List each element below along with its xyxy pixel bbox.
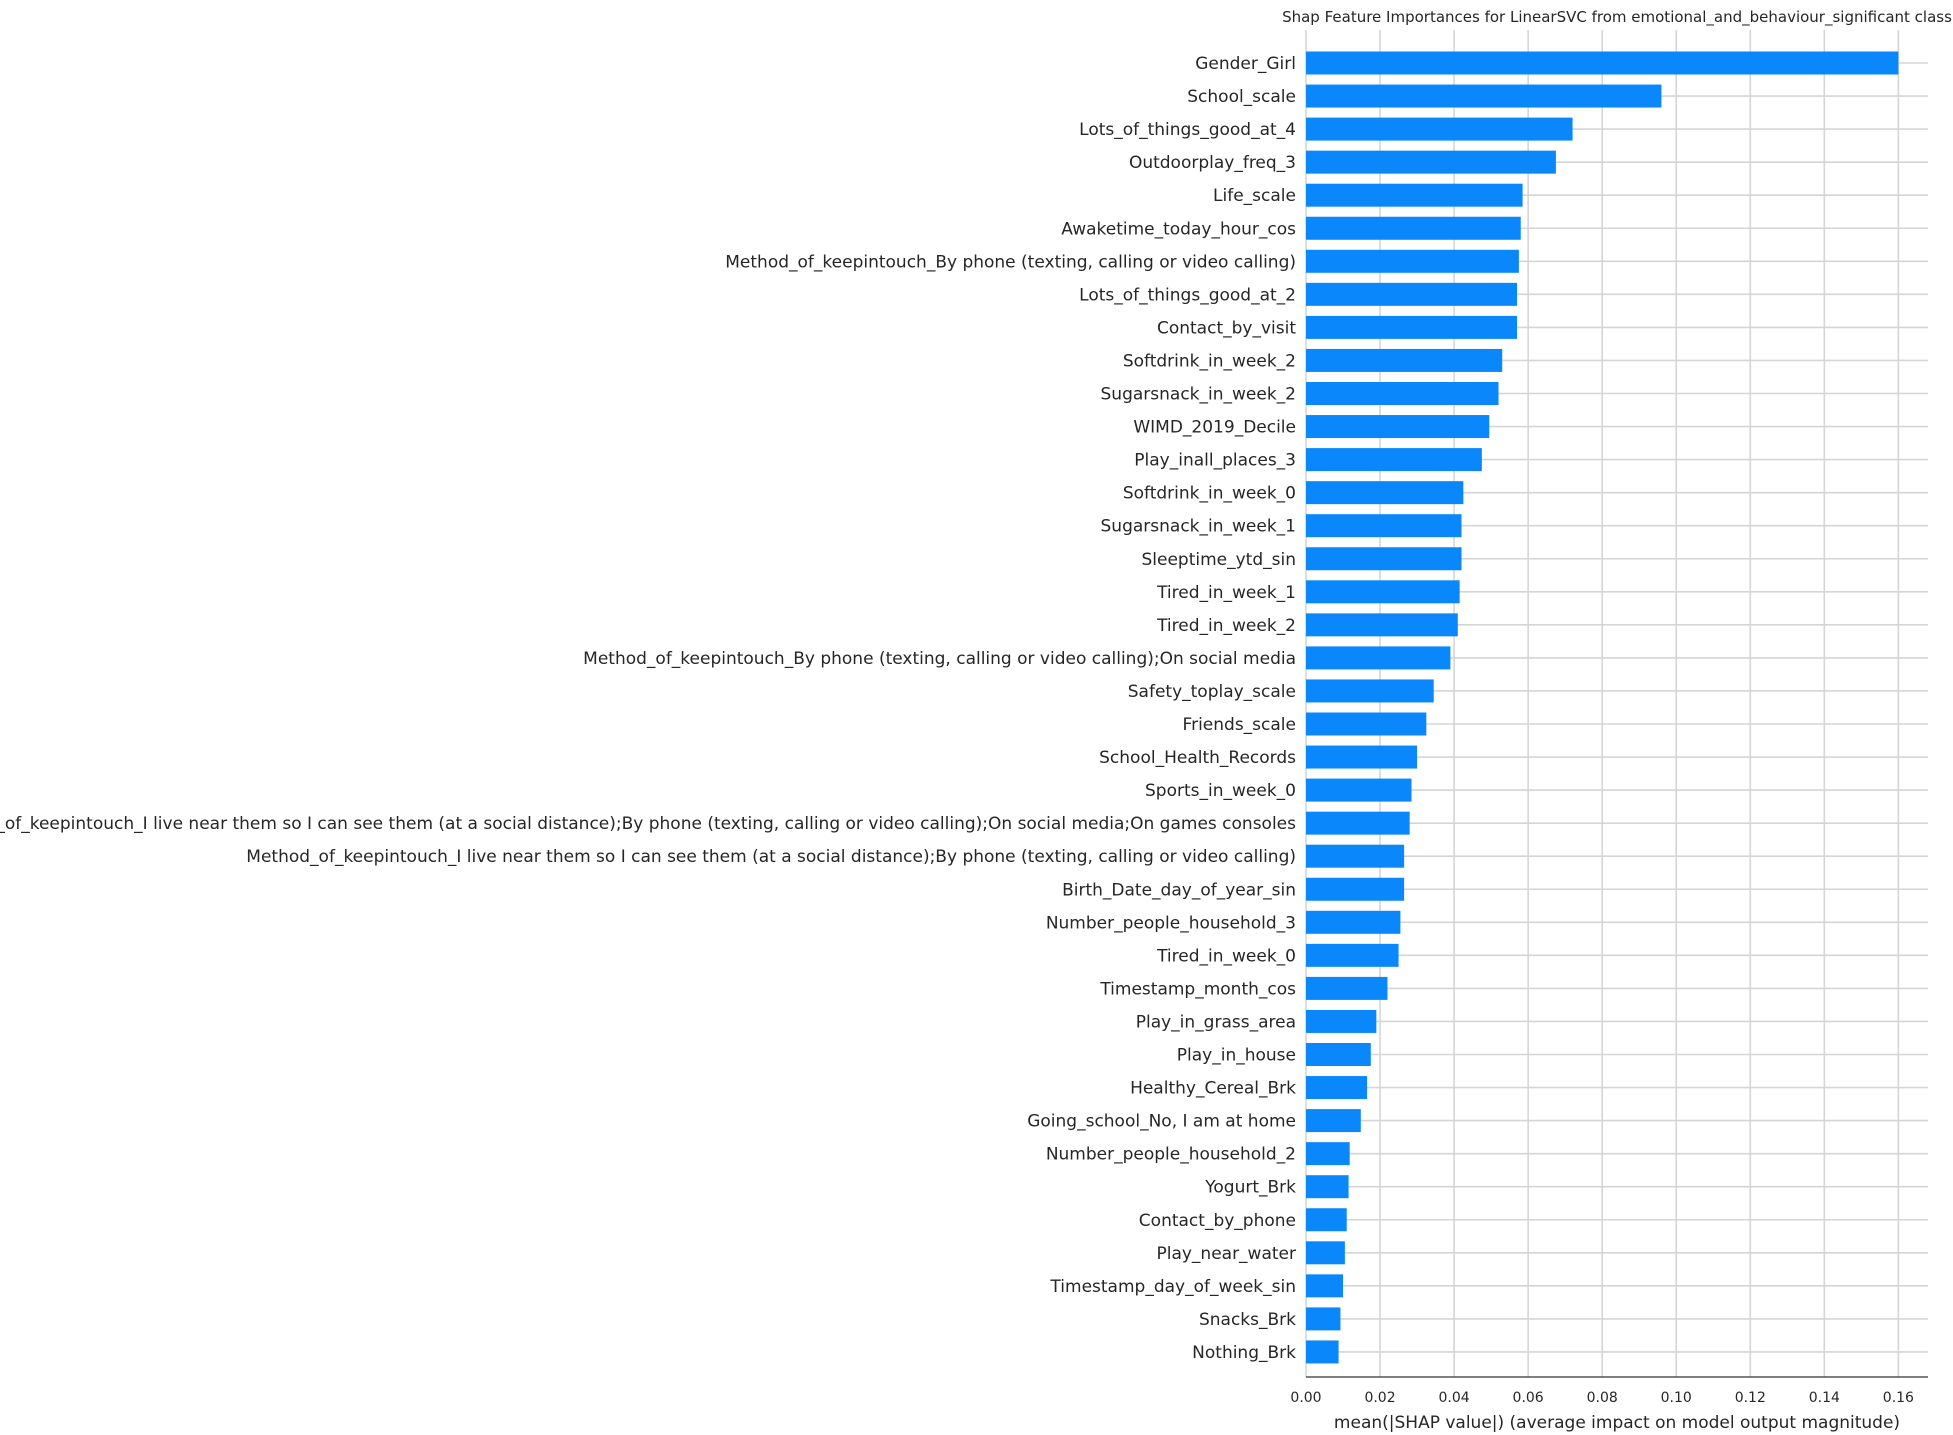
category-label: Softdrink_in_week_0 xyxy=(1123,484,1296,504)
bar xyxy=(1306,1009,1377,1033)
category-label: Number_people_household_2 xyxy=(1046,1145,1296,1165)
bar xyxy=(1306,811,1410,835)
category-label: WIMD_2019_Decile xyxy=(1133,418,1296,438)
category-label: Gender_Girl xyxy=(1195,54,1296,74)
bar xyxy=(1306,150,1556,174)
bar xyxy=(1306,282,1518,306)
category-label: Lots_of_things_good_at_4 xyxy=(1079,120,1296,140)
bar xyxy=(1306,1307,1341,1331)
bar xyxy=(1306,877,1405,901)
category-label: Method_of_keepintouch_By phone (texting,… xyxy=(725,252,1296,272)
bar xyxy=(1306,1241,1345,1265)
bar xyxy=(1306,117,1573,141)
bar xyxy=(1306,51,1899,75)
category-label: Outdoorplay_freq_3 xyxy=(1129,153,1296,173)
category-label: Nothing_Brk xyxy=(1192,1343,1296,1363)
category-label: Play_inall_places_3 xyxy=(1134,451,1296,471)
bar xyxy=(1306,183,1523,207)
x-tick-label: 0.00 xyxy=(1290,1390,1321,1406)
category-label: Tired_in_week_2 xyxy=(1156,616,1296,636)
x-tick-label: 0.02 xyxy=(1364,1390,1395,1406)
category-label: Method_of_keepintouch_I live near them s… xyxy=(246,847,1296,867)
category-label: Sleeptime_ytd_sin xyxy=(1141,550,1296,570)
bar xyxy=(1306,580,1460,604)
category-label: Play_in_grass_area xyxy=(1136,1012,1296,1032)
x-tick-label: 0.16 xyxy=(1883,1390,1914,1406)
category-label: Softdrink_in_week_2 xyxy=(1123,351,1296,371)
category-label: Lots_of_things_good_at_2 xyxy=(1079,285,1296,305)
x-tick-label: 0.04 xyxy=(1439,1390,1470,1406)
bar xyxy=(1306,1175,1349,1199)
bar xyxy=(1306,514,1462,538)
x-axis-label: mean(|SHAP value|) (average impact on mo… xyxy=(1334,1413,1900,1433)
bar xyxy=(1306,547,1462,571)
bar xyxy=(1306,1208,1347,1232)
bar xyxy=(1306,481,1464,505)
bar xyxy=(1306,348,1503,372)
x-tick-label: 0.08 xyxy=(1587,1390,1618,1406)
category-label: School_Health_Records xyxy=(1099,748,1296,768)
bar xyxy=(1306,415,1490,439)
bar xyxy=(1306,84,1662,108)
category-label: School_scale xyxy=(1187,87,1296,107)
category-label: Life_scale xyxy=(1213,186,1296,206)
bar xyxy=(1306,1076,1368,1100)
category-label: Snacks_Brk xyxy=(1199,1310,1296,1330)
category-label: Timestamp_month_cos xyxy=(1099,979,1296,999)
category-label: Method_of_keepintouch_I live near them s… xyxy=(0,814,1296,834)
bar-layer xyxy=(1306,51,1899,1364)
bar xyxy=(1306,216,1521,240)
category-label: Safety_toplay_scale xyxy=(1128,682,1296,702)
bar xyxy=(1306,448,1482,472)
category-label: Going_school_No, I am at home xyxy=(1027,1112,1296,1132)
category-label: Friends_scale xyxy=(1183,715,1296,735)
category-label-layer: Gender_Girl School_scale Lots_of_things_go… xyxy=(0,54,1296,1363)
category-label: Birth_Date_day_of_year_sin xyxy=(1062,880,1296,900)
x-tick-label: 0.06 xyxy=(1513,1390,1544,1406)
category-label: Tired_in_week_1 xyxy=(1156,583,1296,603)
bar xyxy=(1306,976,1388,1000)
x-tick-label: 0.12 xyxy=(1735,1390,1766,1406)
category-label: Sugarsnack_in_week_2 xyxy=(1101,385,1296,405)
category-label: Sports_in_week_0 xyxy=(1145,781,1296,801)
category-label: Play_near_water xyxy=(1156,1244,1296,1264)
bar xyxy=(1306,844,1405,868)
category-label: Tired_in_week_0 xyxy=(1156,946,1296,966)
bar xyxy=(1306,1340,1339,1364)
x-tick-label-layer: 0.00 0.02 0.04 0.06 0.08 0.10 0.12 0.14 0.16 xyxy=(1290,1390,1914,1406)
bar xyxy=(1306,646,1451,670)
category-label: Number_people_household_3 xyxy=(1046,913,1296,933)
category-label: Contact_by_visit xyxy=(1157,318,1296,338)
chart-title: Shap Feature Importances for LinearSVC f… xyxy=(1282,8,1952,27)
x-tick-label: 0.10 xyxy=(1661,1390,1692,1406)
bar xyxy=(1306,382,1499,405)
bar xyxy=(1306,1142,1350,1166)
x-tick-label: 0.14 xyxy=(1809,1390,1840,1406)
category-label: Healthy_Cereal_Brk xyxy=(1130,1079,1296,1099)
bar xyxy=(1306,1274,1344,1298)
bar xyxy=(1306,910,1401,934)
bar xyxy=(1306,613,1458,637)
category-label: Contact_by_phone xyxy=(1139,1211,1296,1231)
category-label: Method_of_keepintouch_By phone (texting,… xyxy=(583,649,1296,669)
category-label: Yogurt_Brk xyxy=(1204,1178,1296,1198)
category-label: Awaketime_today_hour_cos xyxy=(1061,219,1296,239)
category-label: Sugarsnack_in_week_1 xyxy=(1101,517,1296,537)
bar xyxy=(1306,249,1519,273)
bar xyxy=(1306,315,1518,339)
bar xyxy=(1306,943,1399,967)
bar xyxy=(1306,778,1412,802)
bar xyxy=(1306,1043,1371,1066)
bar xyxy=(1306,712,1427,736)
bar xyxy=(1306,745,1418,769)
category-label: Play_in_house xyxy=(1177,1046,1296,1066)
bar xyxy=(1306,679,1434,703)
category-label: Timestamp_day_of_week_sin xyxy=(1049,1277,1296,1297)
bar xyxy=(1306,1109,1361,1133)
